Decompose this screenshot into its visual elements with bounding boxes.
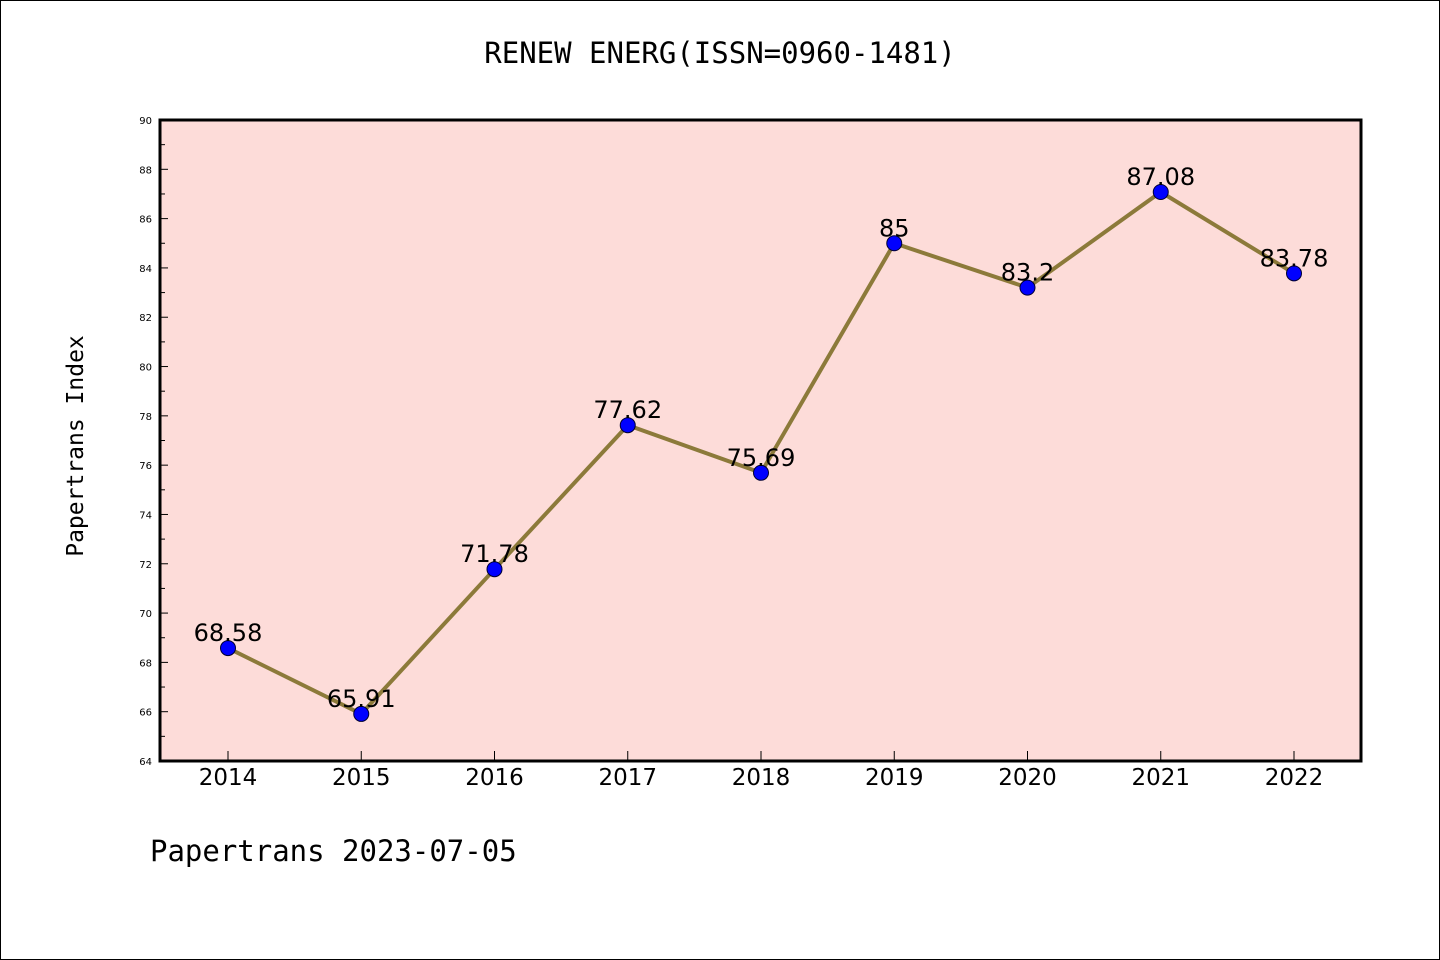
data-label: 83.78 — [1260, 244, 1329, 272]
y-axis-ticks: 64 66 68 70 72 74 76 78 80 82 84 86 88 90 — [139, 116, 168, 768]
data-point — [886, 235, 903, 252]
y-tick-label: 80 — [139, 363, 152, 374]
data-label: 65.91 — [327, 685, 396, 713]
x-axis-ticks: 2014 2015 2016 2017 2018 2019 2020 2021 2022 — [199, 751, 1324, 791]
y-tick-label: 86 — [139, 215, 152, 226]
data-label: 77.62 — [593, 396, 662, 424]
data-point — [220, 640, 236, 657]
data-label: 71.78 — [460, 540, 529, 568]
y-tick-label: 66 — [139, 708, 152, 719]
y-tick-label: 82 — [139, 313, 152, 324]
data-point — [353, 705, 370, 722]
x-tick-label: 2022 — [1265, 765, 1324, 791]
y-tick-label: 90 — [139, 116, 152, 127]
data-point — [1019, 279, 1036, 296]
data-point — [486, 561, 503, 578]
data-label: 75.69 — [727, 444, 796, 472]
x-tick-label: 2016 — [465, 765, 524, 791]
chart-title: RENEW ENERG(ISSN=0960-1481) — [484, 36, 956, 70]
x-tick-label: 2014 — [199, 765, 258, 791]
y-tick-label: 72 — [139, 560, 152, 571]
y-tick-label: 68 — [139, 658, 152, 669]
data-label: 87.08 — [1126, 163, 1195, 191]
y-tick-label: 64 — [139, 757, 152, 768]
y-tick-label: 74 — [139, 510, 152, 521]
x-tick-label: 2021 — [1131, 765, 1190, 791]
x-tick-label: 2020 — [998, 765, 1057, 791]
data-point — [619, 417, 636, 434]
y-tick-label: 88 — [139, 165, 152, 176]
data-label: 68.58 — [194, 619, 263, 647]
plot-area — [158, 118, 1363, 763]
data-point — [753, 464, 769, 481]
data-label: 83.2 — [1001, 259, 1054, 287]
data-point — [1152, 183, 1169, 200]
data-label: 85 — [879, 214, 910, 242]
data-point — [1286, 265, 1302, 282]
footer-note: Papertrans 2023-07-05 — [150, 834, 517, 868]
data-labels-group: 68.58 65.91 71.78 77.62 75.69 85 83.2 87.08 83.7… — [194, 163, 1329, 713]
x-tick-label: 2017 — [598, 765, 657, 791]
x-tick-label: 2019 — [865, 765, 924, 791]
y-tick-label: 78 — [139, 412, 152, 423]
y-tick-label: 84 — [139, 264, 152, 275]
x-tick-label: 2018 — [732, 765, 791, 791]
y-tick-label: 76 — [139, 461, 152, 472]
y-tick-label: 70 — [139, 609, 152, 620]
x-tick-label: 2015 — [332, 765, 391, 791]
series-group — [220, 183, 1302, 722]
